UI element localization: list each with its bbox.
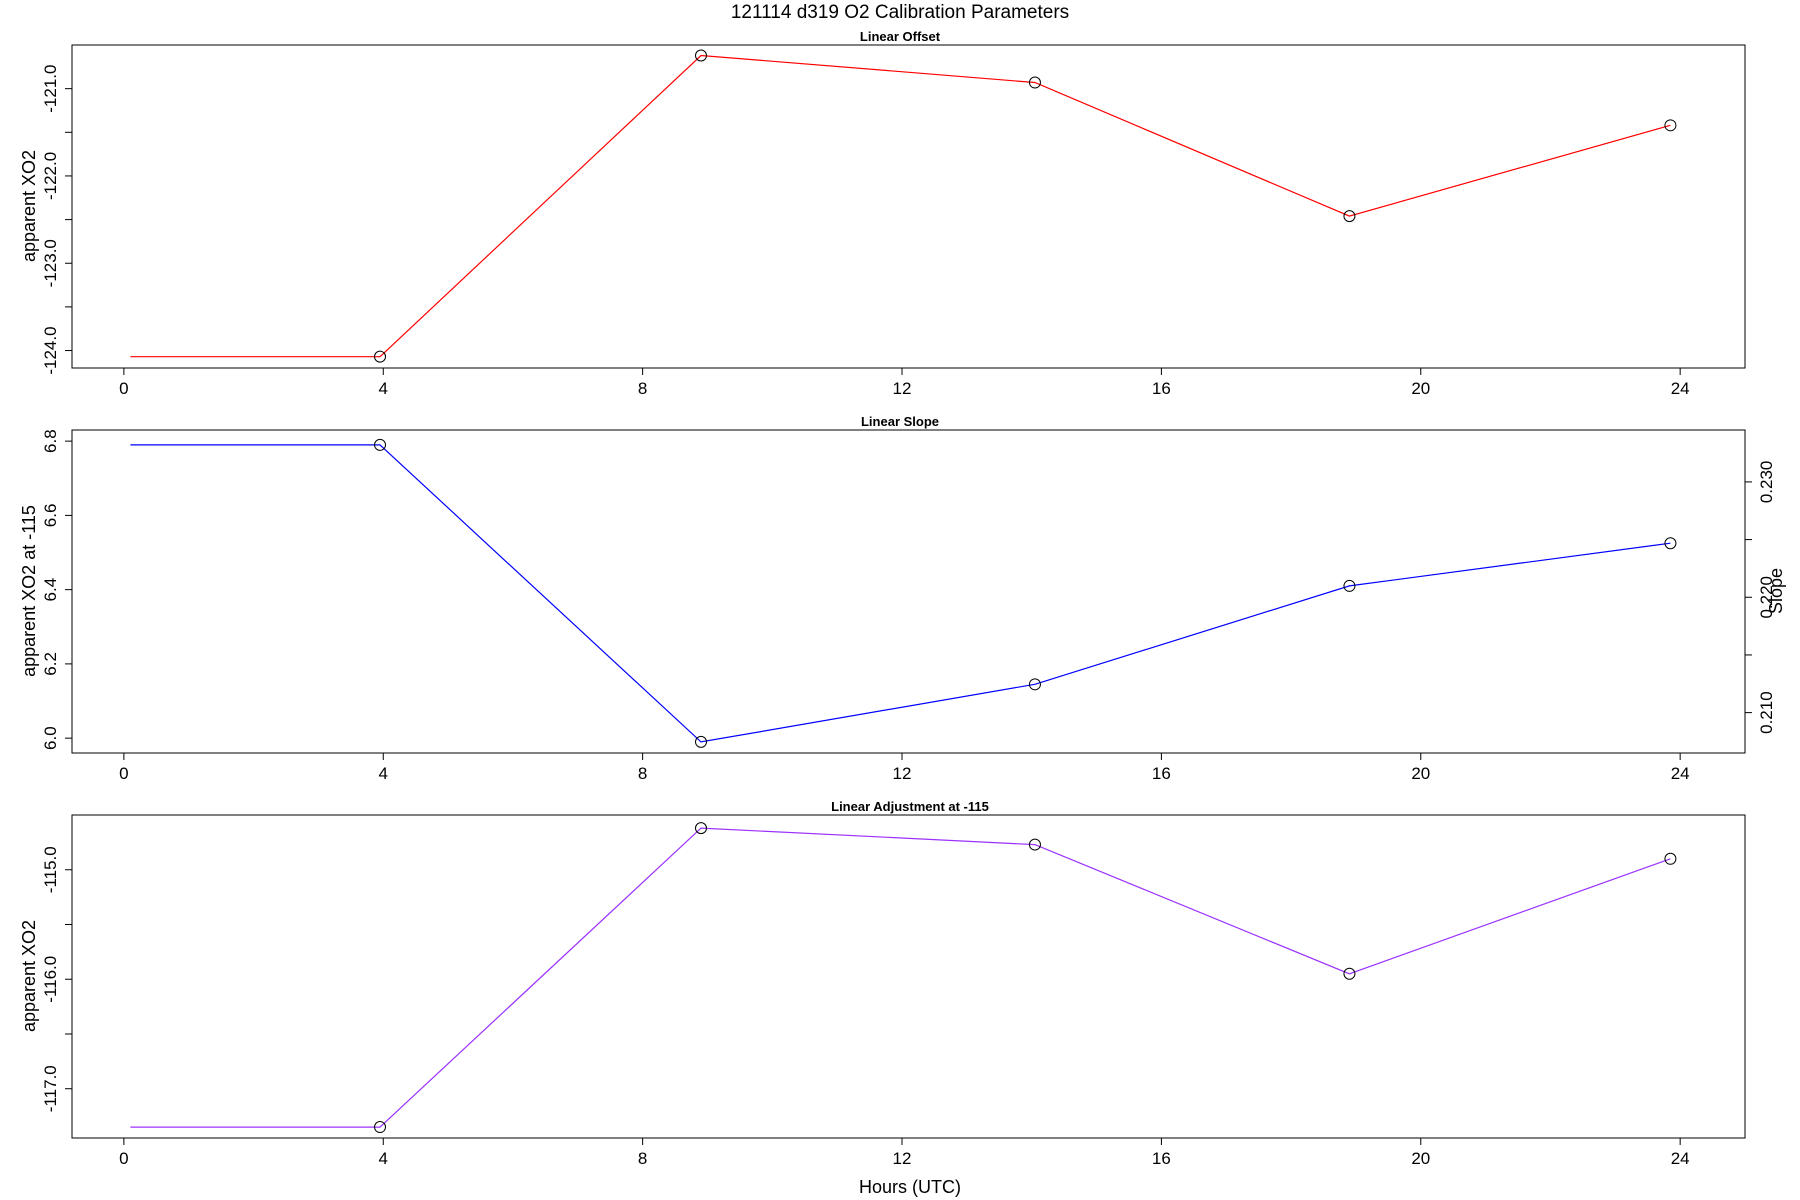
panel-linear-slope: Linear Slope apparent XO2 at -115 Slope …	[19, 414, 1786, 783]
x-tick-label: 8	[638, 764, 647, 783]
panel-title-linear-adjustment: Linear Adjustment at -115	[831, 799, 989, 814]
data-point	[1028, 678, 1041, 691]
x-tick-label: 4	[379, 1149, 388, 1168]
panel-title-linear-offset: Linear Offset	[860, 29, 941, 44]
x-tick-label: 24	[1671, 764, 1690, 783]
series-line	[130, 444, 1671, 743]
data-point	[694, 49, 707, 62]
data-point	[1664, 537, 1677, 550]
y-tick-label: -115.0	[41, 846, 60, 893]
x-tick-label: 12	[893, 764, 912, 783]
x-tick-label: 20	[1411, 1149, 1430, 1168]
x-tick-label: 8	[638, 379, 647, 398]
plot-frame	[71, 429, 1746, 754]
data-point	[1343, 967, 1356, 980]
y-axis-label: apparent XO2	[19, 920, 39, 1032]
data-point	[694, 735, 707, 748]
y-tick-label: 6.6	[41, 504, 60, 528]
data-point	[1343, 210, 1356, 223]
y-tick-label: -123.0	[41, 239, 60, 287]
data-point	[1664, 852, 1677, 865]
series-line	[130, 827, 1671, 1128]
x-tick-label: 16	[1152, 379, 1171, 398]
right-y-tick-label: 0.230	[1757, 461, 1776, 504]
y-tick-label: 6.4	[41, 578, 60, 602]
x-tick-label: 16	[1152, 1149, 1171, 1168]
x-tick-label: 4	[379, 379, 388, 398]
panel-linear-adjustment: Linear Adjustment at -115 apparent XO2 0…	[19, 799, 1746, 1168]
x-tick-label: 20	[1411, 379, 1430, 398]
series-line	[130, 54, 1671, 358]
data-point	[374, 1121, 387, 1134]
x-tick-label: 16	[1152, 764, 1171, 783]
y-tick-label: -122.0	[41, 152, 60, 200]
y-tick-label: 6.2	[41, 652, 60, 676]
panel-title-linear-slope: Linear Slope	[861, 414, 939, 429]
x-axis-label: Hours (UTC)	[859, 1177, 961, 1197]
right-y-tick-label: 0.210	[1757, 691, 1776, 734]
y-tick-label: -117.0	[41, 1065, 60, 1112]
data-point	[1028, 76, 1041, 89]
right-axis-label: Slope	[1766, 568, 1786, 614]
x-tick-label: 24	[1671, 1149, 1690, 1168]
x-tick-label: 12	[893, 379, 912, 398]
plot-frame	[71, 814, 1746, 1139]
x-tick-label: 0	[119, 379, 128, 398]
y-axis-label: apparent XO2	[19, 150, 39, 262]
x-tick-label: 0	[119, 1149, 128, 1168]
data-point	[1664, 119, 1677, 132]
data-point	[374, 438, 387, 451]
x-tick-label: 0	[119, 764, 128, 783]
y-tick-label: -121.0	[41, 65, 60, 113]
x-tick-label: 8	[638, 1149, 647, 1168]
data-point	[694, 822, 707, 835]
x-tick-label: 24	[1671, 379, 1690, 398]
right-y-tick-label: 0.220	[1757, 576, 1776, 619]
data-point	[1028, 838, 1041, 851]
panel-linear-offset: Linear Offset apparent XO2 0 4 8 12 16 20 24 -1…	[19, 29, 1746, 398]
y-tick-label: -124.0	[41, 326, 60, 374]
data-point	[374, 350, 387, 363]
x-tick-label: 12	[893, 1149, 912, 1168]
data-point	[1343, 579, 1356, 592]
x-tick-label: 4	[379, 764, 388, 783]
y-axis-label: apparent XO2 at -115	[19, 505, 39, 677]
figure-title: 121114 d319 O2 Calibration Parameters	[731, 2, 1069, 23]
y-tick-label: -116.0	[41, 956, 60, 1003]
x-tick-label: 20	[1411, 764, 1430, 783]
y-tick-label: 6.0	[41, 726, 60, 750]
plot-frame	[71, 44, 1746, 369]
y-tick-label: 6.8	[41, 429, 60, 453]
